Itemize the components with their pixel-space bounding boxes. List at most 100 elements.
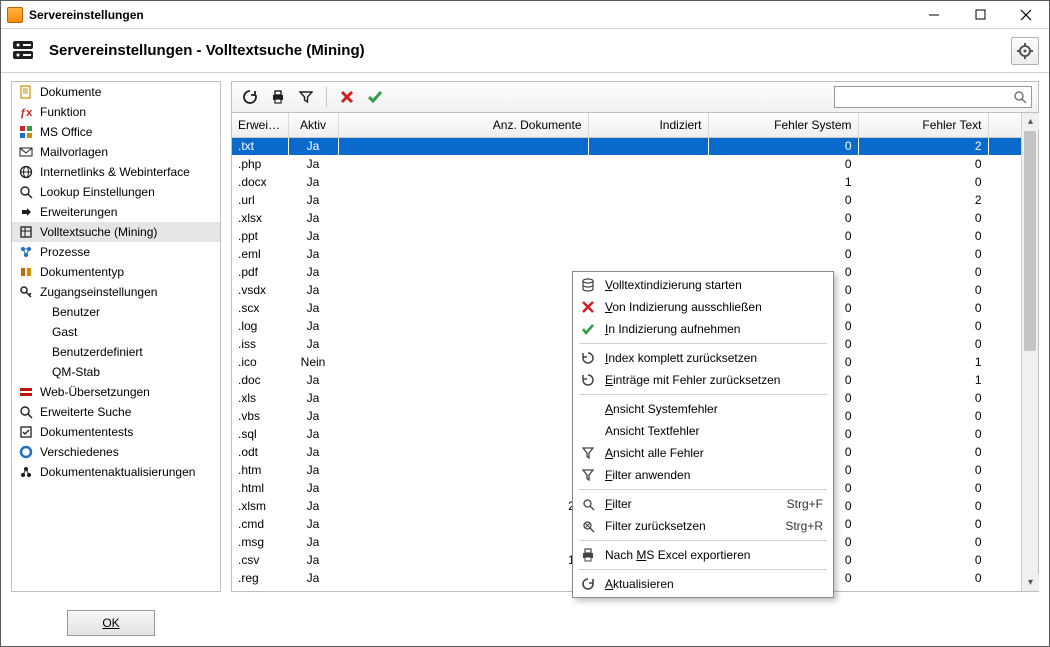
menu-item[interactable]: Ansicht Textfehler [573,420,833,442]
table-row[interactable]: .emlJa002023.07.04 [232,245,1021,263]
column-header-ext[interactable]: Erwei… [232,113,288,137]
menu-item[interactable]: In Indizierung aufnehmen [573,318,833,340]
cell-ftxt: 0 [858,515,988,533]
page-header: Servereinstellungen - Volltextsuche (Min… [1,29,1049,73]
cell-ftxt: 2 [858,137,988,155]
sidebar-item-benutzerdef[interactable]: Benutzerdefiniert [12,342,220,362]
settings-gear-button[interactable] [1011,37,1039,65]
grid-container: Erwei…AktivAnz. DokumenteIndiziertFehler… [231,113,1039,592]
sidebar-item-label: Funktion [40,105,86,119]
menu-item[interactable]: Nach MS Excel exportieren [573,544,833,566]
footer: OK [1,600,1049,646]
window-title: Servereinstellungen [29,8,144,22]
sidebar-item-qmstab[interactable]: QM-Stab [12,362,220,382]
sidebar-item-versch[interactable]: Verschiedenes [12,442,220,462]
sidebar-item-dokumente[interactable]: Dokumente [12,82,220,102]
cell-ind [588,245,708,263]
vertical-scrollbar[interactable]: ▴ ▾ [1021,113,1038,591]
cell-ftxt: 0 [858,389,988,407]
sidebar-item-msoffice[interactable]: MS Office [12,122,220,142]
sidebar-item-prozesse[interactable]: Prozesse [12,242,220,262]
cell-ftxt: 0 [858,443,988,461]
table-row[interactable]: .xlsxJa002023.07.19 [232,209,1021,227]
cell-aktiv: Ja [288,137,338,155]
column-header-ftxt[interactable]: Fehler Text [858,113,988,137]
menu-item[interactable]: FilterStrg+F [573,493,833,515]
menu-item[interactable]: Index komplett zurücksetzen [573,347,833,369]
sidebar-item-mailvorlagen[interactable]: Mailvorlagen [12,142,220,162]
table-row[interactable]: .txtJa022023.08.10 [232,137,1021,155]
sidebar-item-label: Lookup Einstellungen [40,185,155,199]
exclude-button[interactable] [335,85,359,109]
cell-ftxt: 0 [858,245,988,263]
cell-akt: 2022.12.22 [988,389,1021,407]
menu-item-label: In Indizierung aufnehmen [605,322,823,336]
minimize-button[interactable] [911,1,957,29]
sidebar-item-label: Gast [52,325,77,339]
table-row[interactable]: .docxJa102023.08.10 [232,173,1021,191]
column-header-anz[interactable]: Anz. Dokumente [338,113,588,137]
sidebar-item-label: Dokumententyp [40,265,124,279]
scroll-thumb[interactable] [1024,131,1036,351]
cell-akt: 2023.06.14 [988,353,1021,371]
funnel-icon [579,444,597,462]
proc-icon [18,244,34,260]
db-icon [579,276,597,294]
cell-ind [588,191,708,209]
sidebar-item-dokumententyp[interactable]: Dokumententyp [12,262,220,282]
cell-ind [588,173,708,191]
sidebar-item-label: Dokumententests [40,425,133,439]
menu-item[interactable]: Filter zurücksetzenStrg+R [573,515,833,537]
column-header-fsys[interactable]: Fehler System [708,113,858,137]
sidebar-item-label: Zugangseinstellungen [40,285,157,299]
filter-button[interactable] [294,85,318,109]
menu-item[interactable]: Volltextindizierung starten [573,274,833,296]
table-row[interactable]: .pptJa002023.07.19 [232,227,1021,245]
menu-item[interactable]: Ansicht Systemfehler [573,398,833,420]
menu-item[interactable]: Ansicht alle Fehler [573,442,833,464]
menu-item[interactable]: Aktualisieren [573,573,833,595]
search-input[interactable] [839,89,1013,105]
scroll-down-arrow[interactable]: ▾ [1022,574,1039,591]
scroll-up-arrow[interactable]: ▴ [1022,113,1039,130]
column-header-ind[interactable]: Indiziert [588,113,708,137]
cell-ext: .doc [232,371,288,389]
column-header-aktiv[interactable]: Aktiv [288,113,338,137]
cell-akt: 2023.06.14 [988,317,1021,335]
close-button[interactable] [1003,1,1049,29]
sidebar-item-gast[interactable]: Gast [12,322,220,342]
sidebar-item-internet[interactable]: Internetlinks & Webinterface [12,162,220,182]
sidebar-item-funktion[interactable]: ƒxFunktion [12,102,220,122]
print-button[interactable] [266,85,290,109]
refresh-button[interactable] [238,85,262,109]
menu-item[interactable]: Von Indizierung ausschließen [573,296,833,318]
table-row[interactable]: .phpJa002023.08.10 [232,155,1021,173]
sidebar-item-erweiterungen[interactable]: Erweiterungen [12,202,220,222]
search-box[interactable] [834,86,1032,108]
column-header-akt[interactable]: Aktualisiert am [988,113,1021,137]
sidebar-item-volltext[interactable]: Volltextsuche (Mining) [12,222,220,242]
sidebar-item-webueb[interactable]: Web-Übersetzungen [12,382,220,402]
include-button[interactable] [363,85,387,109]
table-row[interactable]: .urlJa022023.08.03 [232,191,1021,209]
cell-ftxt: 0 [858,173,988,191]
sidebar-item-lookup[interactable]: Lookup Einstellungen [12,182,220,202]
sidebar-item-zugang[interactable]: Zugangseinstellungen [12,282,220,302]
sidebar-item-benutzer[interactable]: Benutzer [12,302,220,322]
menu-item[interactable]: Einträge mit Fehler zurücksetzen [573,369,833,391]
sidebar-item-dokakt[interactable]: Dokumentenaktualisierungen [12,462,220,482]
sidebar-item-label: Dokumente [40,85,101,99]
ok-button[interactable]: OK [67,610,155,636]
cell-ext: .odt [232,443,288,461]
cell-ext: .csv [232,551,288,569]
menu-item[interactable]: Filter anwenden [573,464,833,486]
maximize-button[interactable] [957,1,1003,29]
sidebar-item-erwsuche[interactable]: Erweiterte Suche [12,402,220,422]
cell-ftxt: 0 [858,335,988,353]
cell-aktiv: Ja [288,443,338,461]
toolbar [231,81,1039,113]
menu-item-label: Nach MS Excel exportieren [605,548,823,562]
cell-akt: 2022.01.04 [988,425,1021,443]
cell-anz [338,227,588,245]
sidebar-item-doktests[interactable]: Dokumententests [12,422,220,442]
